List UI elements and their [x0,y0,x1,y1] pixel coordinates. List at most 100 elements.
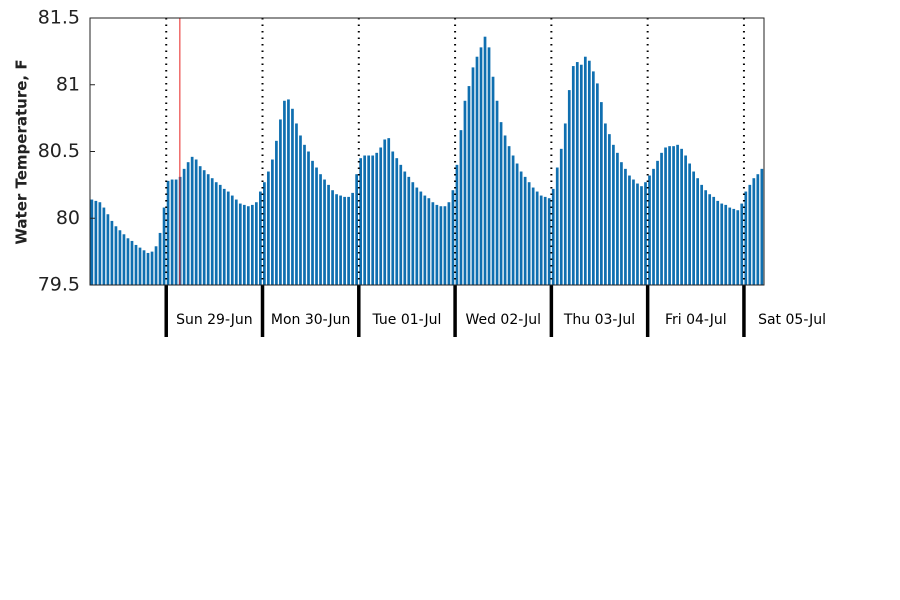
bar [744,191,748,285]
bar [531,187,535,285]
bar [391,151,395,285]
bar [455,164,459,285]
bar [664,147,667,285]
bar [632,179,635,285]
bar [202,170,206,285]
bar [652,168,655,285]
bar [162,207,166,285]
y-tick-label: 80 [56,207,80,229]
bar [395,158,399,285]
y-tick-label: 81 [56,73,80,95]
bar [303,144,306,285]
bar [271,159,274,285]
bar [291,108,294,285]
bar [222,188,226,285]
bar [644,182,647,285]
bar [515,163,519,285]
bar [752,178,756,285]
bar [234,199,238,285]
bar [616,152,619,285]
bar [471,67,475,286]
bar [138,247,142,285]
bar [688,163,691,285]
bar [575,62,579,286]
bar [407,176,411,285]
bar [756,174,760,285]
bar [503,135,507,285]
bar [186,162,190,285]
bar [591,71,595,286]
bar [347,196,350,285]
bar [668,146,671,285]
bar [760,168,764,285]
bar [230,195,234,285]
x-tick-label: Thu 03-Jul [563,312,635,328]
bar [194,159,198,285]
bar [443,206,447,285]
bar [339,195,342,285]
bar [491,76,495,286]
bar [640,186,643,285]
bar [479,47,483,286]
bar [403,171,407,285]
bar [190,156,194,285]
bar [238,203,242,285]
bar [736,210,740,285]
bar [507,146,511,285]
bar [142,250,146,285]
bar [596,83,599,285]
bar [182,168,186,285]
bar [447,202,451,285]
bar [206,174,210,285]
bar [158,232,162,285]
bar [210,178,214,285]
bar [154,246,158,285]
bar [122,234,126,285]
bar [708,194,712,285]
x-tick-label: Mon 30-Jun [271,312,351,328]
bar [660,152,663,285]
bar [624,168,627,285]
bar [375,152,379,285]
bar [351,192,354,285]
bar [724,204,728,285]
bar [604,123,607,285]
bar [174,179,178,285]
bar [383,139,387,285]
bar [343,196,346,285]
y-tick-label: 79.5 [38,274,80,296]
bar [431,202,435,285]
bar [307,151,310,285]
bar [170,179,174,285]
bar [467,86,471,286]
bar [363,155,367,285]
bar [680,148,683,285]
bar [712,196,716,285]
bar [571,66,575,285]
bar [283,100,286,286]
bar [539,195,543,285]
bar [527,182,531,285]
bar [419,191,423,285]
bar [608,134,611,285]
x-tick-label: Sat 05-Jul [758,312,826,328]
bar [732,208,736,285]
x-tick-label: Fri 04-Jul [665,312,727,328]
bar [214,182,218,285]
bar [439,206,443,285]
bar [475,56,479,286]
bar [279,119,282,286]
bar [371,155,375,285]
bar [656,160,659,285]
bar [495,100,499,286]
bar [519,171,523,285]
bar [110,220,114,285]
bar [355,174,358,285]
bar [551,188,555,285]
bar [275,140,278,285]
bar [102,207,106,285]
bar [628,175,631,285]
bar [146,252,150,285]
bar [323,179,326,285]
